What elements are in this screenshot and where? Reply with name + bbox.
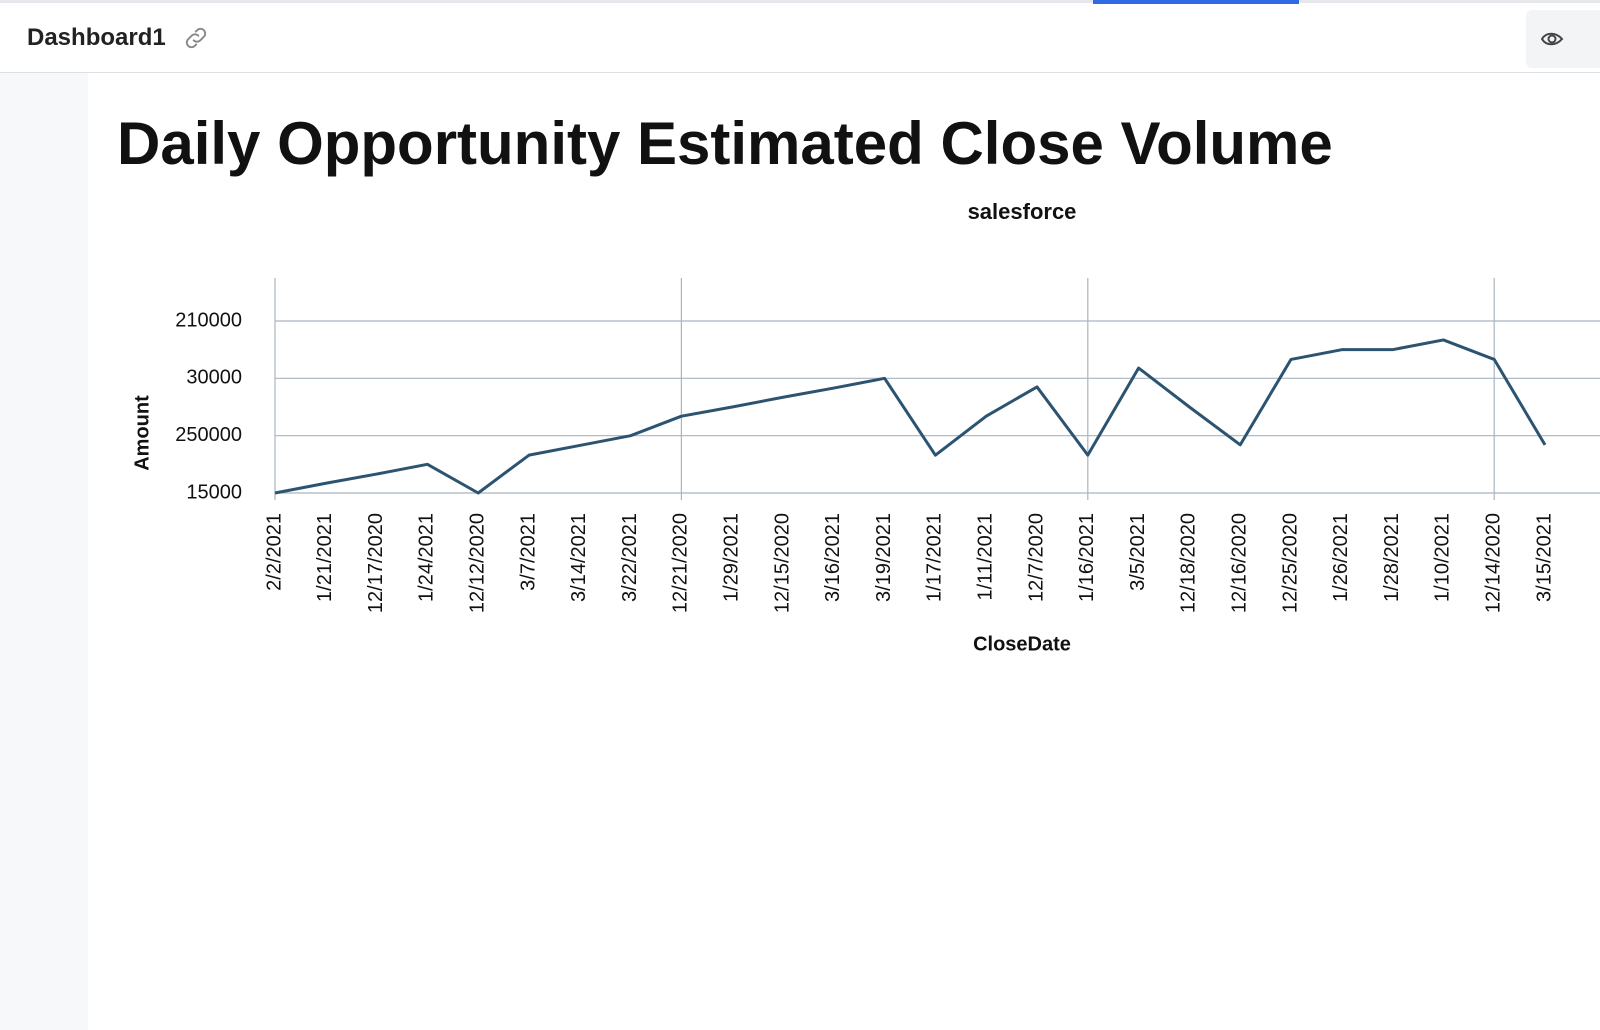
x-tick-label: 3/15/2021 xyxy=(1533,513,1555,602)
x-tick-label: 2/2/2021 xyxy=(263,513,285,591)
y-tick-label: 30000 xyxy=(186,367,242,389)
x-tick-label: 1/21/2021 xyxy=(314,513,336,602)
y-tick-label: 210000 xyxy=(175,309,242,331)
series-line xyxy=(274,338,1547,495)
active-tab[interactable] xyxy=(1093,0,1299,4)
header: Dashboard1 xyxy=(0,4,1600,73)
x-tick-label: 3/22/2021 xyxy=(619,513,641,602)
x-tick-label: 12/25/2020 xyxy=(1279,513,1301,613)
x-tick-label: 1/29/2021 xyxy=(720,513,742,602)
x-tick-label: 1/26/2021 xyxy=(1330,513,1352,602)
x-tick-label: 12/17/2020 xyxy=(365,513,387,613)
x-tick-label: 12/16/2020 xyxy=(1228,513,1250,613)
x-tick-label: 12/12/2020 xyxy=(466,513,488,613)
x-axis-label: CloseDate xyxy=(973,633,1071,655)
x-tick-label: 1/10/2021 xyxy=(1432,513,1454,602)
x-tick-label: 1/16/2021 xyxy=(1076,513,1098,602)
x-tick-label: 12/21/2020 xyxy=(670,513,692,613)
chart-title: Daily Opportunity Estimated Close Volume xyxy=(117,110,1333,177)
x-tick-label: 3/19/2021 xyxy=(873,513,895,602)
x-tick-label: 1/28/2021 xyxy=(1381,513,1403,602)
dashboard-name[interactable]: Dashboard1 xyxy=(27,24,166,51)
x-tick-label: 12/7/2020 xyxy=(1025,513,1047,602)
x-tick-label: 3/5/2021 xyxy=(1127,513,1149,591)
x-tick-label: 3/14/2021 xyxy=(568,513,590,602)
x-tick-label: 3/16/2021 xyxy=(822,513,844,602)
x-tick-label: 3/7/2021 xyxy=(517,513,539,591)
chart-subtitle: salesforce xyxy=(968,199,1077,224)
sidebar xyxy=(0,73,88,1030)
x-tick-label: 1/11/2021 xyxy=(974,513,996,601)
x-tick-label: 1/17/2021 xyxy=(924,513,946,602)
y-tick-label: 15000 xyxy=(186,481,242,503)
x-tick-label: 1/24/2021 xyxy=(416,513,438,602)
view-button[interactable] xyxy=(1526,10,1600,68)
y-axis-label: Amount xyxy=(131,395,153,471)
x-tick-label: 12/14/2020 xyxy=(1482,513,1504,613)
link-icon[interactable] xyxy=(182,24,210,52)
x-tick-label: 12/15/2020 xyxy=(771,513,793,613)
tab-strip xyxy=(0,0,1600,4)
y-tick-label: 250000 xyxy=(175,424,242,446)
eye-icon xyxy=(1540,32,1564,46)
x-tick-label: 12/18/2020 xyxy=(1178,513,1200,613)
